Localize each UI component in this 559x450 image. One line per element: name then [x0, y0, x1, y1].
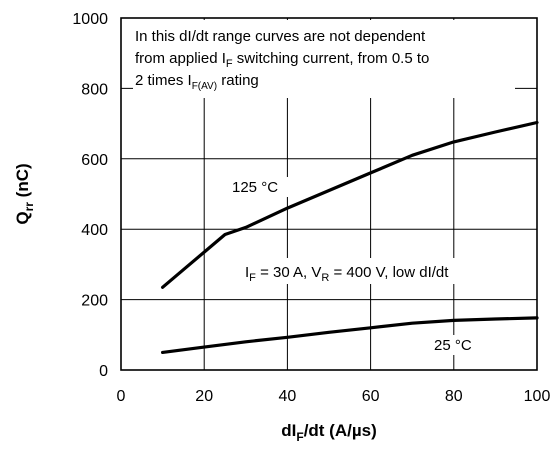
- note-line-1: In this dI/dt range curves are not depen…: [135, 28, 426, 45]
- label-125-background: [230, 177, 294, 197]
- y-axis-title: Qrr (nC): [13, 163, 36, 224]
- series-line-25c: [161, 316, 539, 354]
- y-tick-label: 600: [81, 152, 108, 169]
- note-line-2: from applied IF switching current, from …: [135, 50, 429, 70]
- y-tick-label: 1000: [72, 11, 108, 28]
- x-tick-label: 60: [362, 388, 380, 405]
- y-tick-label: 0: [99, 363, 108, 380]
- conditions-label: IF = 30 A, VR = 400 V, low dI/dt: [245, 264, 449, 284]
- label-25-background: [432, 335, 486, 355]
- y-tick-labels: 0 200 400 600 800 1000: [72, 11, 108, 380]
- x-tick-label: 100: [524, 388, 551, 405]
- series-label-125c: 125 °C: [232, 179, 278, 196]
- x-axis-title: dIF/dt (A/µs): [281, 421, 377, 444]
- conditions-background: [243, 258, 523, 284]
- series-label-25c: 25 °C: [434, 337, 472, 354]
- x-tick-label: 20: [195, 388, 213, 405]
- series-line-125c: [161, 120, 539, 289]
- note-background: [133, 20, 515, 98]
- plot-frame: [120, 17, 538, 371]
- x-tick-label: 80: [445, 388, 463, 405]
- y-tick-label: 400: [81, 222, 108, 239]
- note-line-3: 2 times IF(AV) rating: [135, 72, 259, 92]
- x-tick-label: 40: [279, 388, 297, 405]
- x-tick-label: 0: [117, 388, 126, 405]
- x-tick-labels: 0 20 40 60 80 100: [117, 388, 551, 405]
- curves: [161, 120, 539, 354]
- y-tick-label: 800: [81, 81, 108, 98]
- y-tick-label: 200: [81, 293, 108, 310]
